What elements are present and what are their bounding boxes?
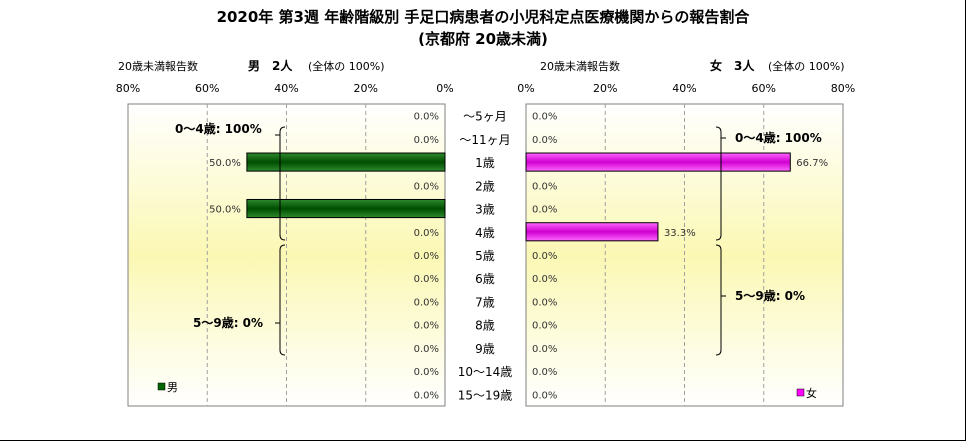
female-legend-swatch: [796, 388, 805, 397]
female-value-label: 0.0%: [532, 251, 557, 262]
male-x-tick-label: 80%: [116, 82, 140, 95]
chart-title-line2: (京都府 20歳未満): [418, 30, 548, 48]
female-value-label: 0.0%: [532, 321, 557, 332]
male-value-label: 50.0%: [209, 158, 241, 169]
male-value-label: 0.0%: [414, 321, 439, 332]
female-x-tick-label: 40%: [672, 82, 696, 95]
female-header-label: 20歳未満報告数: [540, 60, 620, 73]
male-value-label: 0.0%: [414, 251, 439, 262]
female-value-label: 0.0%: [532, 112, 557, 123]
female-group-label-5-9: 5～9歳: 0%: [735, 288, 805, 303]
female-header-sex: 女: [710, 58, 722, 73]
female-value-label: 0.0%: [532, 344, 557, 355]
male-value-label: 0.0%: [414, 344, 439, 355]
male-value-label: 0.0%: [414, 112, 439, 123]
male-value-label: 0.0%: [414, 135, 439, 146]
male-group-label-5-9: 5～9歳: 0%: [193, 315, 263, 330]
female-value-label: 0.0%: [532, 135, 557, 146]
female-value-label: 0.0%: [532, 205, 557, 216]
female-brace-5-9: [715, 244, 726, 356]
female-value-label: 0.0%: [532, 274, 557, 285]
male-header-total: (全体の 100%): [308, 59, 385, 73]
age-category-label: 15～19歳: [458, 388, 513, 402]
female-bar: [525, 152, 791, 172]
female-header-total: (全体の 100%): [768, 59, 845, 73]
female-value-label: 66.7%: [796, 158, 828, 169]
age-category-label: 9歳: [475, 342, 495, 356]
age-category-label: 2歳: [475, 179, 495, 193]
female-x-tick-label: 80%: [831, 82, 855, 95]
female-x-tick-label: 0%: [517, 82, 534, 95]
age-category-label: 7歳: [475, 295, 495, 309]
male-x-tick-label: 60%: [195, 82, 219, 95]
male-header-count: 2人: [272, 58, 293, 73]
male-group-label-0-4: 0～4歳: 100%: [175, 121, 262, 136]
chart-title-line1: 2020年 第3週 年齢階級別 手足口病患者の小児科定点医療機関からの報告割合: [217, 8, 751, 26]
male-header-label: 20歳未満報告数: [118, 60, 198, 73]
male-value-label: 0.0%: [414, 390, 439, 401]
male-header-sex: 男: [248, 59, 260, 73]
age-category-label: 10～14歳: [458, 365, 513, 379]
male-value-label: 50.0%: [209, 205, 241, 216]
male-legend-label: 男: [167, 381, 178, 394]
age-category-label: 4歳: [475, 226, 495, 240]
female-value-label: 0.0%: [532, 367, 557, 378]
male-value-label: 0.0%: [414, 181, 439, 192]
male-x-tick-label: 20%: [354, 82, 378, 95]
male-brace-5-9: [275, 244, 286, 356]
age-category-label: ～11ヶ月: [459, 133, 510, 147]
female-x-tick-label: 20%: [593, 82, 617, 95]
age-category-label: 8歳: [475, 319, 495, 333]
male-x-tick-label: 40%: [274, 82, 298, 95]
age-category-label: ～5ヶ月: [463, 110, 507, 124]
female-header-count: 3人: [734, 58, 755, 73]
female-value-label: 33.3%: [664, 228, 696, 239]
male-x-tick-label: 0%: [436, 82, 453, 95]
male-value-label: 0.0%: [414, 297, 439, 308]
male-bar: [246, 198, 446, 219]
female-value-label: 0.0%: [532, 181, 557, 192]
age-category-label: 3歳: [475, 203, 495, 217]
female-x-tick-label: 60%: [752, 82, 776, 95]
age-category-label: 6歳: [475, 272, 495, 286]
age-category-label: 1歳: [475, 156, 495, 170]
female-bar: [525, 222, 659, 242]
female-value-label: 0.0%: [532, 297, 557, 308]
male-value-label: 0.0%: [414, 228, 439, 239]
male-legend-swatch: [157, 382, 166, 391]
age-category-label: 5歳: [475, 249, 495, 263]
female-legend-label: 女: [806, 386, 817, 400]
male-value-label: 0.0%: [414, 367, 439, 378]
female-brace-0-4: [715, 126, 726, 241]
male-value-label: 0.0%: [414, 274, 439, 285]
male-bar: [246, 152, 446, 172]
female-group-label-0-4: 0～4歳: 100%: [735, 130, 822, 145]
male-brace-0-4: [275, 126, 286, 241]
female-value-label: 0.0%: [532, 390, 557, 401]
